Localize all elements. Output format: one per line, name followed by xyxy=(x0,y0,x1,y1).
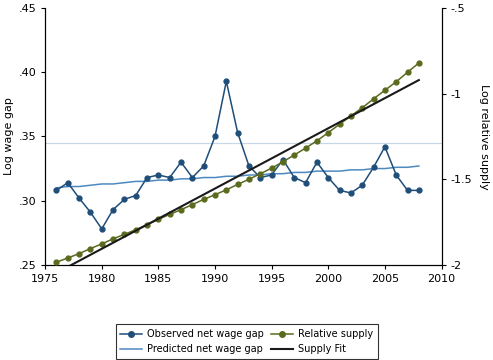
Legend: Observed net wage gap, Predicted net wage gap, Relative supply, Supply Fit: Observed net wage gap, Predicted net wag… xyxy=(115,324,378,359)
Y-axis label: Log relative supply: Log relative supply xyxy=(479,84,489,189)
Y-axis label: Log wage gap: Log wage gap xyxy=(4,98,14,175)
